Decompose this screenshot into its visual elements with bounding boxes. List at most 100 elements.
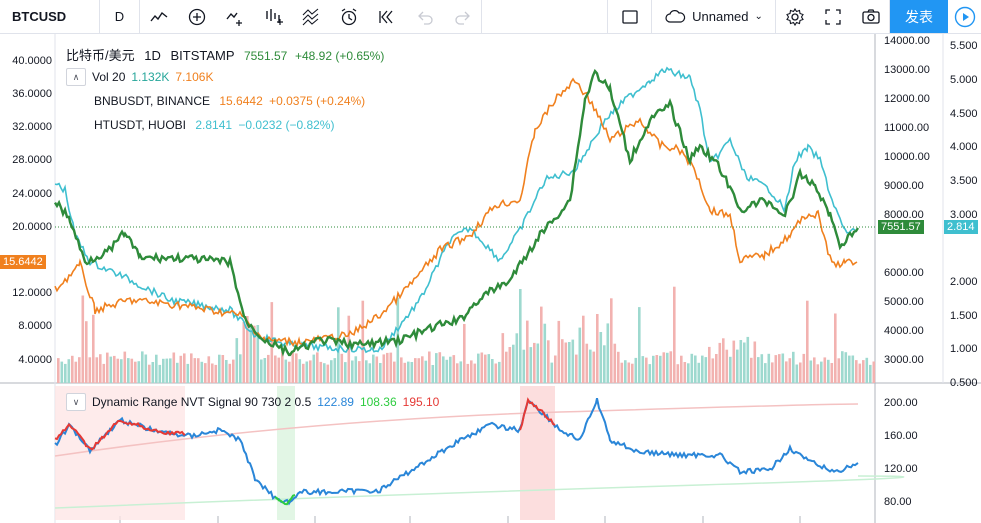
volume-bar xyxy=(106,352,109,383)
volume-bar xyxy=(858,363,862,383)
volume-bar xyxy=(844,352,848,383)
nvt-tick-label: 200.00 xyxy=(884,397,918,409)
volume-bar xyxy=(137,361,141,383)
volume-bar xyxy=(368,363,372,383)
volume-bar xyxy=(645,357,648,383)
volume-bar xyxy=(571,339,575,383)
volume-bar xyxy=(851,355,855,383)
volume-bar xyxy=(729,356,732,383)
volume-bar xyxy=(246,316,249,383)
volume-bar xyxy=(67,359,71,383)
volume-bar xyxy=(64,363,67,383)
volume-bar xyxy=(284,359,288,383)
templates-icon[interactable] xyxy=(254,0,292,33)
volume-bar xyxy=(491,359,494,383)
volume-bar xyxy=(753,341,757,383)
fullscreen-checkbox-icon[interactable] xyxy=(608,0,652,33)
volume-bar xyxy=(624,360,627,383)
volume-bar xyxy=(809,360,813,383)
main-last: 7551.57 xyxy=(243,49,288,63)
volume-bar xyxy=(855,360,858,383)
bar-style-icon[interactable] xyxy=(140,0,178,33)
volume-bar xyxy=(113,355,116,383)
volume-bar xyxy=(102,363,106,383)
bnb-legend: BNBUSDT, BINANCE 15.6442 +0.0375 (+0.24%… xyxy=(94,94,365,108)
volume-bar xyxy=(190,353,193,383)
undo-icon[interactable] xyxy=(406,0,444,33)
volume-bar xyxy=(813,357,816,383)
volume-bar xyxy=(330,360,333,383)
volume-bar xyxy=(771,362,774,383)
volume-bar xyxy=(256,325,260,383)
volume-bar xyxy=(666,352,669,383)
volume-bar xyxy=(274,355,277,383)
volume-bar xyxy=(372,354,375,383)
collapse-legend-button[interactable]: ∧ xyxy=(66,68,86,86)
redo-icon[interactable] xyxy=(444,0,482,33)
volume-bar xyxy=(834,313,837,383)
volume-bar xyxy=(309,360,312,383)
volume-bar xyxy=(382,354,386,383)
btc-price-tag: 7551.57 xyxy=(878,220,924,234)
far-right-tick-label: 3.000 xyxy=(950,209,978,221)
camera-icon[interactable] xyxy=(852,0,890,33)
compare-icon[interactable] xyxy=(216,0,254,33)
main-change: +48.92 (+0.65%) xyxy=(294,49,385,63)
chart-canvas[interactable]: 40.0000 36.0000 32.0000 28.0000 24.0000 20.00… xyxy=(0,34,981,523)
volume-bar xyxy=(526,320,529,383)
volume-bar xyxy=(806,300,809,383)
toolbar-spacer xyxy=(482,0,608,33)
volume-bar xyxy=(757,357,760,383)
volume-bar xyxy=(179,355,183,383)
volume-bar xyxy=(344,362,347,383)
volume-bar xyxy=(816,364,820,383)
fullscreen-icon[interactable] xyxy=(814,0,852,33)
play-icon[interactable] xyxy=(948,0,981,33)
replay-icon[interactable] xyxy=(368,0,406,33)
volume-bar xyxy=(78,357,81,383)
volume-bar xyxy=(323,363,326,383)
volume-bar xyxy=(484,354,487,383)
left-tick-label: 20.0000 xyxy=(12,221,52,233)
right-tick-label: 14000.00 xyxy=(884,35,930,47)
volume-bar xyxy=(74,361,78,383)
far-right-tick-label: 0.500 xyxy=(950,377,978,389)
volume-bar xyxy=(417,358,421,383)
nvt-tick-label: 160.00 xyxy=(884,430,918,442)
far-right-tick-label: 3.500 xyxy=(950,175,978,187)
volume-bar xyxy=(305,361,309,383)
interval-button[interactable]: D xyxy=(100,0,140,33)
volume-bar xyxy=(200,361,204,383)
fib-icon[interactable] xyxy=(292,0,330,33)
volume-bar xyxy=(603,345,606,383)
volume-bar xyxy=(477,353,480,383)
far-right-tick-label: 4.000 xyxy=(950,141,978,153)
volume-bar xyxy=(617,351,620,383)
volume-bar xyxy=(435,353,438,383)
settings-icon[interactable] xyxy=(776,0,814,33)
volume-bar xyxy=(438,352,442,383)
symbol-search[interactable]: BTCUSD xyxy=(0,0,100,33)
far-right-tick-label: 1.000 xyxy=(950,343,978,355)
nvt-tick-label: 80.00 xyxy=(884,496,912,508)
volume-bar xyxy=(116,358,120,383)
volume-bar xyxy=(683,362,687,383)
main-exchange: BITSTAMP xyxy=(170,48,235,63)
alert-icon[interactable] xyxy=(330,0,368,33)
ht-price-tag: 2.814 xyxy=(944,220,978,234)
volume-bar xyxy=(375,356,379,383)
layout-menu[interactable]: Unnamed ⌄ xyxy=(652,0,776,33)
volume-bar xyxy=(207,356,211,383)
volume-bar xyxy=(260,359,263,383)
publish-button[interactable]: 发表 xyxy=(890,0,948,33)
indicators-icon[interactable] xyxy=(178,0,216,33)
volume-bar xyxy=(186,363,190,383)
volume-bar xyxy=(557,320,561,383)
collapse-nvt-button[interactable]: ∨ xyxy=(66,393,86,411)
right-tick-label: 3000.00 xyxy=(884,354,924,366)
volume-bar xyxy=(505,351,508,383)
volume-bar xyxy=(351,360,354,383)
volume-bar xyxy=(424,360,428,383)
volume-bar xyxy=(620,362,624,383)
right-tick-label: 5000.00 xyxy=(884,296,924,308)
